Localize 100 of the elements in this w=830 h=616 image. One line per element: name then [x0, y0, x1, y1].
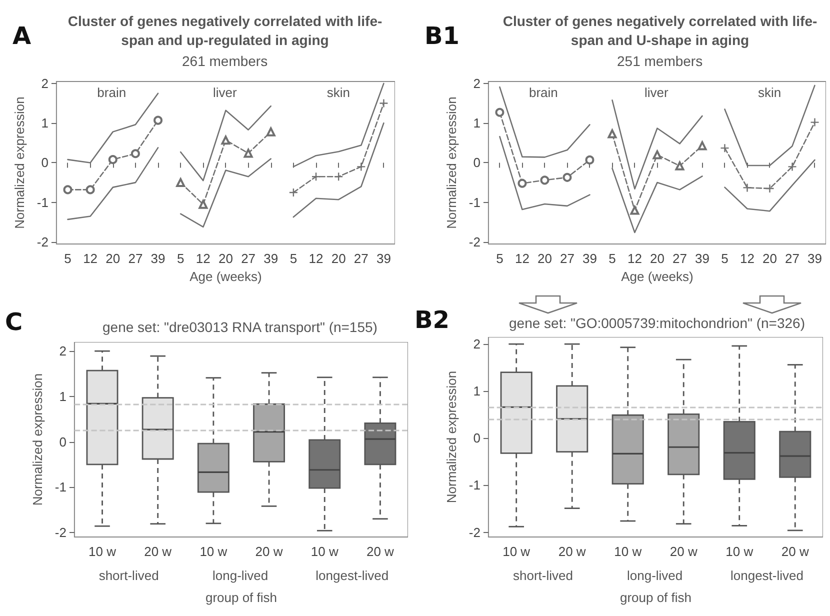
y-tick-label: -1	[468, 478, 480, 493]
x-tick-label: 12	[740, 251, 754, 266]
chart-subtitle: 251 members	[617, 53, 703, 69]
point	[176, 178, 186, 188]
annotation: brain	[529, 85, 558, 100]
x-tick-label: 20	[537, 251, 552, 266]
text: A	[12, 22, 32, 50]
x-tick-label: 12	[83, 251, 98, 266]
text: C	[5, 308, 23, 336]
text: long-lived	[212, 568, 268, 583]
line-series	[180, 158, 272, 228]
y-tick-label: -2	[54, 524, 66, 540]
point	[63, 185, 72, 194]
x-tick-label: 20 w	[144, 544, 172, 559]
point	[765, 184, 774, 194]
annotation: skin	[326, 85, 350, 100]
annotation: skin	[758, 85, 782, 100]
point	[266, 127, 276, 136]
x-axis-title: group of fish	[205, 590, 278, 605]
x-tick-label: 27	[560, 251, 574, 266]
point	[244, 148, 253, 158]
point	[608, 129, 617, 138]
x-tick-label: 20 w	[781, 544, 810, 559]
y-tick-label: -1	[54, 480, 66, 495]
line-series	[292, 122, 384, 218]
x-tick-label: 10 w	[200, 544, 228, 559]
x-tick-label: 5	[64, 251, 72, 266]
y-tick-label: 2	[473, 336, 480, 352]
text: longest-lived	[316, 568, 389, 583]
x-tick-label: 5	[608, 251, 616, 266]
point	[221, 136, 230, 145]
x-tick-label: 20	[106, 251, 120, 266]
y-tick-label: 2	[473, 76, 480, 91]
chart-title: gene set: "dre03013 RNA transport" (n=155)	[102, 318, 378, 337]
point	[108, 155, 118, 164]
point	[311, 172, 321, 182]
x-tick-label: 20 w	[255, 544, 284, 559]
x-tick-label: 10 w	[310, 544, 339, 559]
y-tick-label: -1	[468, 194, 480, 210]
y-tick-label: -2	[468, 234, 480, 250]
x-tick-label: 10 w	[614, 544, 642, 559]
y-axis-title: Normalized expression	[444, 96, 459, 229]
text: B2	[414, 306, 450, 334]
x-tick-label: 39	[808, 251, 822, 266]
y-tick-label: 1	[59, 388, 66, 404]
y-axis-title: Normalized expression	[444, 370, 459, 504]
point	[198, 200, 208, 209]
x-tick-label: 20	[331, 251, 346, 266]
x-tick-label: 20 w	[558, 544, 586, 559]
y-tick-label: 1	[41, 116, 48, 131]
point	[675, 161, 684, 170]
x-tick-label: 20	[218, 251, 233, 266]
text: long-lived	[627, 568, 683, 583]
x-tick-label: 12	[308, 251, 324, 266]
y-tick-label: 2	[59, 344, 66, 359]
text: short-lived	[513, 568, 573, 583]
point	[720, 143, 730, 153]
point	[562, 172, 572, 182]
x-tick-label: 10 w	[502, 544, 531, 559]
x-tick-label: 5	[290, 251, 298, 266]
x-tick-label: 27	[785, 251, 800, 266]
x-tick-label: 12	[627, 251, 642, 266]
x-axis-title: group of fish	[620, 590, 692, 605]
x-tick-label: 20 w	[670, 544, 698, 559]
point	[698, 141, 707, 150]
y-tick-label: -2	[468, 524, 480, 540]
y-axis-title: Normalized expression	[12, 96, 27, 229]
point	[585, 155, 594, 164]
point	[130, 149, 140, 158]
line-series	[292, 82, 384, 168]
annotation: liver	[644, 85, 668, 100]
x-tick-label: 39	[582, 251, 597, 266]
point	[540, 176, 550, 185]
line-series	[67, 147, 159, 220]
chart-title: Cluster of genes negatively correlated with life-span and U-shape in aging	[502, 12, 818, 50]
point	[630, 206, 640, 215]
x-tick-label: 12	[514, 251, 530, 266]
point	[495, 108, 504, 117]
x-tick-label: 27	[128, 251, 143, 266]
x-tick-label: 39	[695, 251, 710, 266]
point	[288, 188, 298, 198]
x-tick-label: 20	[762, 251, 777, 266]
x-axis-title: Age (weeks)	[190, 269, 262, 284]
chart-title: gene set: "GO:0005739:mitochondrion" (n=326)	[508, 314, 806, 333]
point	[154, 116, 163, 125]
x-tick-label: 5	[176, 251, 184, 266]
y-tick-label: 0	[473, 155, 480, 170]
text: short-lived	[98, 568, 159, 583]
x-tick-label: 27	[354, 251, 368, 266]
y-tick-label: -1	[36, 194, 48, 210]
y-tick-label: -2	[36, 234, 48, 250]
y-tick-label: 0	[41, 155, 48, 170]
x-tick-label: 5	[496, 251, 504, 266]
x-tick-label: 39	[264, 251, 278, 266]
point	[788, 162, 797, 172]
x-tick-label: 5	[721, 251, 728, 266]
x-tick-label: 20 w	[366, 544, 395, 559]
annotation: liver	[213, 85, 237, 100]
line-series	[180, 105, 272, 182]
point	[810, 118, 820, 127]
